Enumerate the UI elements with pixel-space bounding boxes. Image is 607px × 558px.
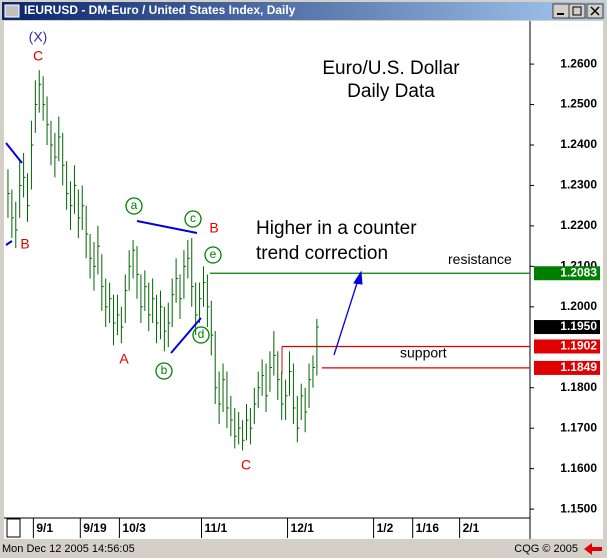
last-box: [534, 320, 600, 335]
wave-label: B: [20, 236, 29, 252]
window-buttons[interactable]: [552, 3, 604, 19]
wave-label: C: [33, 48, 43, 64]
comment: Higher in a counter: [256, 218, 417, 239]
scroll-box[interactable]: [6, 518, 21, 538]
level-box: [534, 266, 600, 281]
level-label: support: [400, 345, 447, 361]
level-box: [534, 339, 600, 354]
chart-area: [4, 21, 603, 539]
level-value: 1.2083: [560, 265, 597, 279]
x-tick-label: 1/16: [416, 521, 440, 535]
y-tick-label: 1.1800: [560, 380, 597, 394]
y-tick-label: 1.1700: [560, 420, 597, 434]
subwave-label: b: [161, 363, 168, 377]
app-icon: [4, 4, 20, 18]
comment: trend correction: [256, 243, 388, 264]
chart-subtitle: Daily Data: [347, 81, 435, 102]
wave-label: C: [241, 457, 251, 473]
y-tick-label: 1.2500: [560, 97, 597, 111]
status-copyright: CQG © 2005: [514, 543, 578, 555]
y-tick-label: 1.2000: [560, 299, 597, 313]
annotations: (X) C B A C B a b c d e Euro/U.S. Dollar…: [20, 29, 460, 473]
y-tick-label: 1.2400: [560, 137, 597, 151]
x-tick-label: 12/1: [291, 521, 315, 535]
x-tick-label: 9/19: [83, 521, 107, 535]
wave-label: (X): [29, 29, 48, 45]
level-value: 1.1902: [560, 339, 597, 353]
y-tick-label: 1.2200: [560, 218, 597, 232]
minimize-button[interactable]: [552, 3, 570, 19]
subwave-label: c: [190, 211, 196, 225]
status-datetime: Mon Dec 12 2005 14:56:05: [2, 543, 135, 555]
trend-lines: [5, 142, 202, 354]
level-value: 1.1849: [560, 360, 597, 374]
chart-title: Euro/U.S. Dollar: [322, 58, 460, 79]
window-title: IEURUSD - DM-Euro / United States Index,…: [24, 3, 296, 17]
subwave-label: d: [198, 327, 205, 341]
subwave-label: e: [210, 247, 217, 261]
y-tick-label: 1.1500: [560, 501, 597, 515]
y-tick-label: 1.2300: [560, 178, 597, 192]
status-bar: [0, 540, 607, 558]
y-tick-label: 1.2600: [560, 56, 597, 70]
last-label: 1.1950: [560, 319, 597, 333]
level-box: [534, 360, 600, 375]
x-tick-label: 11/1: [205, 521, 228, 535]
level-name: resistance: [448, 251, 512, 267]
back-arrow[interactable]: [584, 543, 602, 555]
x-tick-label: 1/2: [377, 521, 394, 535]
subwave-label: a: [131, 198, 138, 212]
x-tick-label: 9/1: [36, 521, 53, 535]
wave-label: A: [119, 351, 129, 367]
x-tick-label: 2/1: [463, 521, 480, 535]
title-bar: [2, 2, 605, 20]
arrow: [333, 270, 363, 356]
wave-label: B: [209, 220, 218, 236]
y-tick-label: 1.1600: [560, 461, 597, 475]
maximize-button[interactable]: [568, 3, 586, 19]
x-tick-label: 10/3: [122, 521, 146, 535]
